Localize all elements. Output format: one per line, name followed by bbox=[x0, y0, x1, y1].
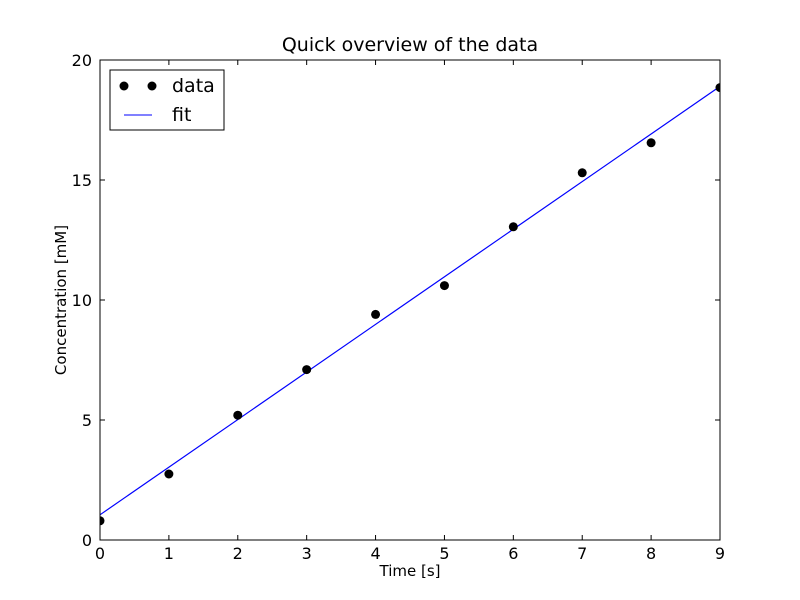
data-point bbox=[302, 365, 312, 375]
x-axis-ticks: 0 1 2 3 4 5 6 7 8 9 bbox=[95, 60, 725, 563]
legend-label-fit: fit bbox=[172, 104, 191, 126]
x-axis-label: Time [s] bbox=[379, 562, 441, 580]
y-tick-label: 0 bbox=[82, 531, 92, 550]
x-tick-label: 1 bbox=[164, 544, 174, 563]
data-point bbox=[164, 469, 174, 479]
legend-box bbox=[109, 69, 225, 131]
x-tick-label: 5 bbox=[439, 544, 449, 563]
x-tick-label: 3 bbox=[302, 544, 312, 563]
fit-line bbox=[100, 85, 720, 516]
legend-data-marker bbox=[119, 81, 129, 91]
x-tick-label: 2 bbox=[233, 544, 243, 563]
y-tick-label: 5 bbox=[82, 411, 92, 430]
x-tick-label: 6 bbox=[508, 544, 518, 563]
legend-data-marker bbox=[147, 81, 157, 91]
data-point bbox=[233, 410, 243, 420]
legend-label-data: data bbox=[172, 75, 215, 97]
data-point bbox=[508, 222, 518, 232]
data-point bbox=[371, 309, 381, 319]
x-tick-label: 0 bbox=[95, 544, 105, 563]
x-tick-label: 8 bbox=[646, 544, 656, 563]
data-points bbox=[100, 83, 720, 526]
fit-layer bbox=[100, 85, 720, 516]
x-tick-label: 9 bbox=[715, 544, 725, 563]
y-axis-label: Concentration [mM] bbox=[52, 225, 70, 375]
data-point bbox=[646, 138, 656, 148]
y-axis-ticks: 0 5 10 15 20 bbox=[72, 51, 720, 550]
data-point bbox=[715, 83, 720, 93]
data-point bbox=[439, 281, 449, 291]
data-point bbox=[577, 168, 587, 178]
y-tick-label: 15 bbox=[72, 171, 92, 190]
data-point bbox=[100, 516, 105, 526]
y-tick-label: 20 bbox=[72, 51, 92, 70]
x-tick-label: 4 bbox=[370, 544, 380, 563]
legend: data fit bbox=[109, 69, 225, 131]
chart-title: Quick overview of the data bbox=[282, 34, 538, 56]
x-tick-label: 7 bbox=[577, 544, 587, 563]
y-tick-label: 10 bbox=[72, 291, 92, 310]
